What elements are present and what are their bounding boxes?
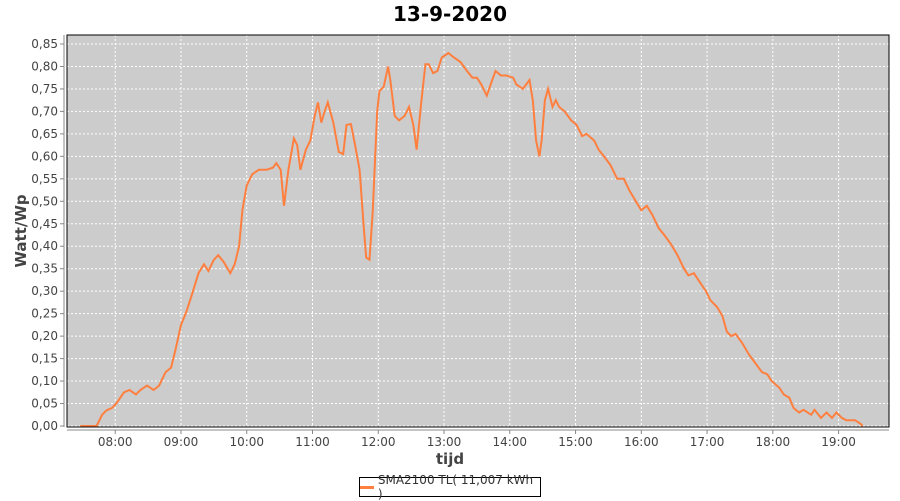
x-axis-label: tijd	[435, 450, 465, 468]
y-tick-label: 0,85	[31, 37, 58, 51]
y-tick-label: 0,75	[31, 82, 58, 96]
chart-title: 13-9-2020	[392, 2, 507, 26]
x-tick-label: 13:00	[427, 435, 462, 449]
y-tick-label: 0,45	[31, 217, 58, 231]
y-tick-label: 0,40	[31, 239, 58, 253]
x-tick-label: 16:00	[624, 435, 659, 449]
x-tick-label: 14:00	[492, 435, 527, 449]
x-tick-label: 18:00	[756, 435, 791, 449]
y-tick-label: 0,05	[31, 397, 58, 411]
series-line	[80, 51, 864, 427]
x-tick-label: 09:00	[164, 435, 199, 449]
y-tick-label: 0,70	[31, 104, 58, 118]
x-tick-label: 15:00	[558, 435, 593, 449]
x-tick-label: 11:00	[295, 435, 330, 449]
y-tick-label: 0,10	[31, 374, 58, 388]
legend-swatch	[360, 485, 374, 489]
gridlines	[67, 35, 889, 427]
y-tick-label: 0,80	[31, 59, 58, 73]
y-tick-label: 0,55	[31, 172, 58, 186]
x-tick-label: 12:00	[361, 435, 396, 449]
y-tick-label: 0,50	[31, 194, 58, 208]
x-tick-label: 17:00	[690, 435, 725, 449]
y-tick-label: 0,15	[31, 352, 58, 366]
legend-label: SMA2100 TL( 11,007 kWh )	[377, 473, 534, 501]
axes: 0,00 0,05 0,10 0,15 0,20 0,25 0,30 0,35 0,40 0,45…	[31, 35, 889, 449]
y-tick-label: 0,25	[31, 307, 58, 321]
plot-area	[67, 35, 889, 427]
y-tick-label: 0,20	[31, 329, 58, 343]
x-tick-label: 08:00	[98, 435, 133, 449]
x-tick-label: 10:00	[229, 435, 264, 449]
y-tick-label: 0,60	[31, 149, 58, 163]
y-tick-label: 0,00	[31, 419, 58, 433]
x-tick-label: 19:00	[821, 435, 856, 449]
y-tick-label: 0,35	[31, 262, 58, 276]
plot-frame	[66, 34, 890, 428]
y-tick-label: 0,30	[31, 284, 58, 298]
legend: SMA2100 TL( 11,007 kWh )	[359, 473, 541, 501]
y-tick-label: 0,65	[31, 127, 58, 141]
y-axis-label: Watt/Wp	[12, 194, 30, 267]
